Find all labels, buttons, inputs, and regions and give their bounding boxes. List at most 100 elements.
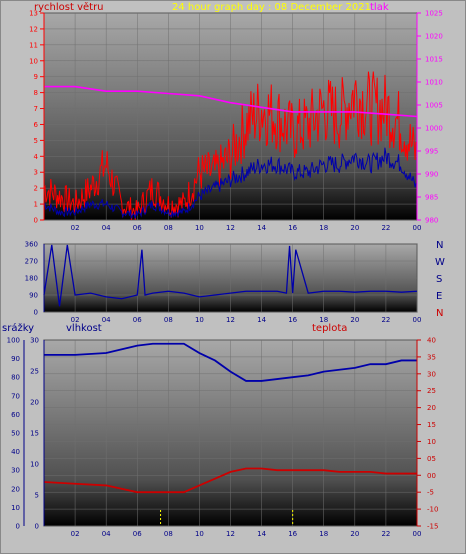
wind-axis-tick-label: 9 bbox=[34, 73, 38, 81]
wind-axis-tick-label: 0 bbox=[34, 217, 38, 225]
humidity-axis-tick-label: 25 bbox=[30, 368, 39, 376]
rain-axis-tick-label: 80 bbox=[11, 374, 20, 382]
rain-axis-tick-label: 40 bbox=[11, 448, 20, 456]
wind-axis-tick-label: 5 bbox=[34, 137, 38, 145]
temp-axis-tick-label: -15 bbox=[427, 523, 438, 531]
rain-axis-tick-label: 70 bbox=[11, 392, 20, 400]
wind-axis-tick-label: 3 bbox=[34, 169, 38, 177]
pressure-axis-tick-label: 1020 bbox=[425, 33, 443, 41]
temp-axis-tick-label: 05 bbox=[427, 455, 436, 463]
humidity-axis-tick-label: 20 bbox=[30, 399, 39, 407]
pressure-axis-tick-label: 1025 bbox=[425, 10, 443, 18]
wind-pressure-x-tick-label: 14 bbox=[257, 224, 266, 232]
humidity-axis-tick-label: 15 bbox=[30, 430, 39, 438]
rain-axis-tick-label: 30 bbox=[11, 467, 20, 475]
wind-pressure-x-tick-label: 20 bbox=[350, 224, 359, 232]
chart-title: 24 hour graph day : 08 December 2021 bbox=[172, 2, 371, 13]
rain-axis-tick-label: 0 bbox=[16, 523, 20, 531]
temperature-line bbox=[43, 467, 417, 494]
temp-axis-tick-label: 35 bbox=[427, 353, 436, 361]
direction-x-tick-label: 00 bbox=[413, 316, 422, 324]
humidity-temp-x-tick-label: 04 bbox=[102, 530, 111, 538]
compass-n-top: N bbox=[436, 240, 443, 251]
humidity-axis-tick-label: 5 bbox=[35, 492, 39, 500]
direction-axis-tick-label: 360 bbox=[25, 241, 38, 249]
rain-axis-tick-label: 90 bbox=[11, 355, 20, 363]
rain-axis-tick-label: 100 bbox=[7, 337, 20, 345]
humidity-temp-x-tick-label: 06 bbox=[133, 530, 142, 538]
wind-axis-tick-label: 11 bbox=[29, 41, 38, 49]
wind-pressure-x-tick-label: 06 bbox=[133, 224, 142, 232]
wind-axis-tick-label: 12 bbox=[29, 25, 38, 33]
humidity-temp-x-tick-label: 18 bbox=[319, 530, 328, 538]
humidity-temp-x-tick-label: 10 bbox=[195, 530, 204, 538]
direction-axis-tick-label: 0 bbox=[34, 309, 38, 317]
pressure-axis-tick-label: 990 bbox=[425, 171, 438, 179]
wind-pressure-x-tick-label: 00 bbox=[413, 224, 422, 232]
wind-pressure-x-tick-label: 02 bbox=[71, 224, 80, 232]
temp-axis-tick-label: 10 bbox=[427, 438, 436, 446]
rain-axis-tick-label: 10 bbox=[11, 504, 20, 512]
wind-axis-tick-label: 1 bbox=[34, 201, 38, 209]
compass-w: W bbox=[435, 257, 445, 268]
pressure-line bbox=[44, 85, 418, 118]
direction-x-tick-label: 06 bbox=[133, 316, 142, 324]
wind-axis-tick-label: 13 bbox=[29, 10, 38, 18]
wind-pressure-x-tick-label: 08 bbox=[164, 224, 173, 232]
temp-axis-tick-label: 30 bbox=[427, 370, 436, 378]
humidity-temp-x-tick-label: 02 bbox=[71, 530, 80, 538]
direction-x-tick-label: 16 bbox=[288, 316, 297, 324]
wind-axis-tick-label: 7 bbox=[34, 105, 38, 113]
wind-pressure-x-tick-label: 16 bbox=[288, 224, 297, 232]
humidity-temp-x-tick-label: 16 bbox=[288, 530, 297, 538]
temp-axis-tick-label: -5 bbox=[427, 489, 434, 497]
temp-axis-tick-label: 00 bbox=[427, 472, 436, 480]
wind-pressure-x-tick-label: 10 bbox=[195, 224, 204, 232]
direction-x-tick-label: 12 bbox=[226, 316, 235, 324]
direction-x-tick-label: 18 bbox=[319, 316, 328, 324]
wind-gust-line bbox=[43, 147, 417, 219]
wind-axis-tick-label: 10 bbox=[29, 57, 38, 65]
pressure-axis-tick-label: 985 bbox=[425, 194, 438, 202]
temp-axis-tick-label: 40 bbox=[427, 337, 436, 345]
compass-e: E bbox=[436, 291, 442, 302]
pressure-axis-tick-label: 1015 bbox=[425, 56, 443, 64]
direction-x-tick-label: 14 bbox=[257, 316, 266, 324]
compass-s: S bbox=[436, 274, 442, 285]
rain-axis-tick-label: 20 bbox=[11, 485, 20, 493]
temp-axis-tick-label: 15 bbox=[427, 421, 436, 429]
humidity-temp-x-tick-label: 20 bbox=[350, 530, 359, 538]
temperature-label: teplota bbox=[312, 323, 347, 334]
humidity-temp-x-tick-label: 22 bbox=[381, 530, 390, 538]
humidity-axis-tick-label: 10 bbox=[30, 461, 39, 469]
humidity-temp-x-tick-label: 12 bbox=[226, 530, 235, 538]
wind-label: rychlost větru bbox=[34, 1, 104, 13]
pressure-axis-tick-label: 1000 bbox=[425, 125, 443, 133]
temp-axis-tick-label: -10 bbox=[427, 506, 438, 514]
direction-x-tick-label: 02 bbox=[71, 316, 80, 324]
temp-axis-tick-label: 20 bbox=[427, 404, 436, 412]
wind-pressure-x-tick-label: 22 bbox=[381, 224, 390, 232]
humidity-axis-tick-label: 0 bbox=[35, 523, 39, 531]
wind-axis-tick-label: 2 bbox=[34, 185, 38, 193]
pressure-axis-tick-label: 1010 bbox=[425, 79, 443, 87]
humidity-line bbox=[44, 342, 417, 382]
direction-axis-tick-label: 270 bbox=[25, 258, 38, 266]
humidity-temp-x-tick-label: 00 bbox=[413, 530, 422, 538]
pressure-axis-tick-label: 1005 bbox=[425, 102, 443, 110]
humidity-temp-x-tick-label: 08 bbox=[164, 530, 173, 538]
rain-axis-tick-label: 50 bbox=[11, 430, 20, 438]
humidity-axis-tick-label: 30 bbox=[30, 337, 39, 345]
wind-axis-tick-label: 6 bbox=[34, 121, 39, 129]
pressure-label: tlak bbox=[370, 2, 389, 13]
rain-label: srážky bbox=[2, 322, 34, 334]
humidity-label: vlhkost bbox=[66, 323, 102, 334]
direction-x-tick-label: 08 bbox=[164, 316, 173, 324]
compass-n-bottom: N bbox=[436, 308, 443, 319]
wind-pressure-x-tick-label: 12 bbox=[226, 224, 235, 232]
direction-x-tick-label: 22 bbox=[381, 316, 390, 324]
wind-pressure-x-tick-label: 18 bbox=[319, 224, 328, 232]
direction-x-tick-label: 10 bbox=[195, 316, 204, 324]
pressure-axis-tick-label: 995 bbox=[425, 148, 438, 156]
